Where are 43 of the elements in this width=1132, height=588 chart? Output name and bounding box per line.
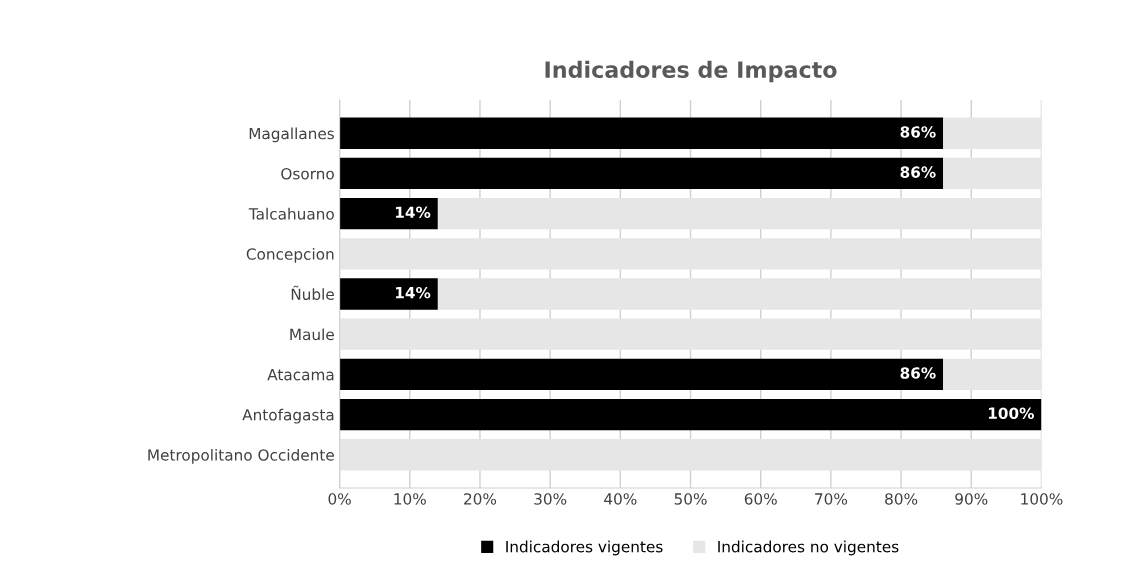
data-label: 86% (900, 367, 936, 379)
y-tick-label: Metropolitano Occidente (148, 448, 334, 464)
bar (437, 197, 1042, 230)
data-label: 14% (395, 286, 431, 299)
bar (339, 398, 1042, 431)
x-tick-label: 40% (604, 493, 637, 505)
x-tick-label: 90% (955, 493, 988, 505)
x-tick-label: 80% (885, 493, 918, 505)
bar (943, 358, 1042, 391)
data-label: 100% (988, 407, 1034, 419)
bar (339, 278, 438, 310)
bar (943, 157, 1042, 190)
bar (943, 117, 1042, 149)
legend-label: Indicadores vigentes (506, 540, 663, 556)
x-tick-label: 20% (464, 493, 497, 505)
bar (339, 318, 1042, 350)
x-tick-label: 60% (744, 493, 777, 505)
bar (339, 197, 438, 230)
bar (339, 117, 944, 149)
data-label: 14% (395, 206, 431, 219)
y-tick-label: Ñuble (291, 285, 334, 301)
x-tick-label: 70% (815, 493, 848, 505)
bar (339, 358, 944, 391)
y-tick-label: Osorno (281, 167, 334, 180)
y-tick-label: Maule (290, 328, 334, 341)
data-label: 86% (900, 126, 936, 138)
x-tick-label: 0% (328, 493, 351, 505)
y-tick-label: Magallanes (249, 127, 334, 143)
bar (339, 238, 1042, 270)
y-tick-label: Atacama (267, 369, 334, 381)
x-tick-label: 10% (394, 493, 426, 505)
chart-title: Indicadores de Impacto (545, 60, 837, 83)
y-tick-label: Antofagasta (242, 408, 334, 424)
data-label: 86% (900, 166, 936, 178)
bar (339, 157, 944, 190)
x-tick-label: 50% (674, 493, 707, 505)
bar (339, 439, 1042, 471)
y-tick-label: Concepcion (246, 248, 334, 263)
x-tick-label: 100% (1021, 493, 1063, 505)
y-tick-label: Talcahuano (248, 207, 334, 220)
bar (437, 278, 1042, 310)
x-tick-label: 30% (534, 493, 567, 505)
legend-label: Indicadores no vigentes (718, 540, 899, 556)
